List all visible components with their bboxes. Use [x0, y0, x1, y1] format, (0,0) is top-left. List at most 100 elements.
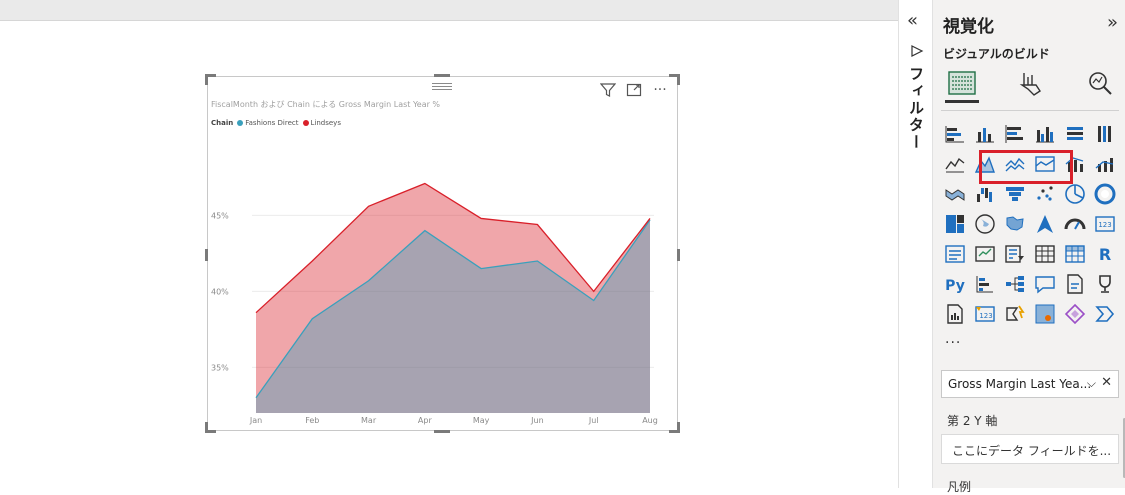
card-icon[interactable]: 123 [1093, 212, 1117, 236]
waterfall-chart-icon[interactable] [973, 182, 997, 206]
clustered-column-chart-icon[interactable] [1033, 122, 1057, 146]
legend-well-label: 凡例 [947, 480, 972, 494]
python-visual-icon[interactable]: Py [943, 272, 967, 296]
resize-handle-left[interactable] [205, 249, 208, 261]
svg-text:R: R [1099, 245, 1111, 264]
100-stacked-area-chart-icon[interactable] [1033, 152, 1057, 176]
resize-handle-bottom-right[interactable] [669, 422, 680, 433]
ribbon-chart-icon[interactable] [943, 182, 967, 206]
analytics-icon[interactable] [1083, 66, 1117, 100]
focus-mode-icon[interactable] [625, 81, 643, 99]
x-tick-label: Jun [530, 416, 544, 425]
build-visual-heading: ビジュアルのビルド [943, 47, 1050, 61]
drop-placeholder: ここにデータ フィールドを... [952, 444, 1112, 458]
collapse-filters-icon[interactable]: « [907, 10, 919, 31]
legend-dot [237, 120, 244, 126]
line-and-stacked-column-icon[interactable] [1063, 152, 1087, 176]
chart-legend: Chain Fashions Direct Lindseys [211, 119, 341, 127]
goals-icon[interactable] [1093, 272, 1117, 296]
x-tick-label: Mar [361, 416, 377, 425]
slicer-icon[interactable] [1003, 242, 1027, 266]
decomposition-tree-icon[interactable] [1003, 272, 1027, 296]
build-visual-icon[interactable] [945, 66, 979, 103]
x-tick-label: Apr [418, 416, 433, 425]
100-stacked-column-chart-icon[interactable] [1093, 122, 1117, 146]
pane-divider [941, 110, 1119, 111]
gauge-icon[interactable] [1063, 212, 1087, 236]
expand-pane-icon[interactable]: » [1106, 12, 1118, 33]
table-icon[interactable] [1033, 242, 1057, 266]
svg-text:123: 123 [979, 312, 992, 320]
matrix-icon[interactable] [1063, 242, 1087, 266]
funnel-chart-icon[interactable] [1003, 182, 1027, 206]
chevron-down-icon[interactable]: ⌵ [1086, 376, 1096, 390]
y-tick-label: 45% [211, 211, 229, 220]
y-tick-label: 35% [211, 363, 229, 372]
line-lindseys [255, 182, 651, 314]
line-chart-icon[interactable] [943, 152, 967, 176]
y-axis-field-well[interactable]: Gross Margin Last Yea... ⌵ ✕ [941, 370, 1119, 398]
clustered-bar-chart-icon[interactable] [1003, 122, 1027, 146]
donut-chart-icon[interactable] [1093, 182, 1117, 206]
qa-visual-icon[interactable] [1033, 272, 1057, 296]
legend-item[interactable]: Lindseys [302, 119, 341, 127]
power-apps-icon[interactable]: 123 [973, 302, 997, 326]
multi-row-card-icon[interactable] [943, 242, 967, 266]
resize-handle-right[interactable] [677, 249, 680, 261]
pie-chart-icon[interactable] [1063, 182, 1087, 206]
line-fashions-direct [255, 219, 651, 399]
resize-handle-top-left[interactable] [205, 74, 216, 85]
secondary-y-axis-drop-well[interactable]: ここにデータ フィールドを... [941, 434, 1119, 464]
top-bar [0, 0, 898, 21]
funnel-icon[interactable] [599, 81, 617, 99]
area-chart-visual[interactable]: ··· FiscalMonth および Chain による Gross Marg… [205, 74, 680, 433]
100-stacked-bar-chart-icon[interactable] [1063, 122, 1087, 146]
more-visuals-icon[interactable]: ··· [945, 335, 962, 351]
map-icon[interactable] [973, 212, 997, 236]
stacked-area-chart-icon[interactable] [1003, 152, 1027, 176]
x-tick-label: Jan [249, 416, 262, 425]
custom-visual-icon[interactable] [1063, 302, 1087, 326]
key-influencers-icon[interactable] [973, 272, 997, 296]
pane-mode-tabs [941, 64, 1121, 106]
field-name: Gross Margin Last Yea... [948, 377, 1092, 391]
x-tick-label: Jul [588, 416, 599, 425]
y-tick-label: 40% [211, 287, 229, 296]
scatter-chart-icon[interactable] [1033, 182, 1057, 206]
x-tick-label: May [473, 416, 490, 425]
filter-icon [910, 44, 924, 62]
filters-label: フィルター [907, 66, 925, 151]
azure-map-icon[interactable] [1033, 212, 1057, 236]
kpi-icon[interactable] [973, 242, 997, 266]
filled-map-icon[interactable] [1003, 212, 1027, 236]
stacked-bar-chart-icon[interactable] [943, 122, 967, 146]
stacked-column-chart-icon[interactable] [973, 122, 997, 146]
legend-item[interactable]: Fashions Direct [237, 119, 299, 127]
visual-header-toolbar: ··· [599, 81, 669, 99]
paginated-report-icon[interactable] [943, 302, 967, 326]
pane-title: 視覚化 [943, 17, 994, 37]
arcgis-map-icon[interactable] [1033, 302, 1057, 326]
x-tick-label: Feb [305, 416, 319, 425]
svg-text:Py: Py [945, 278, 965, 294]
drag-grip-icon[interactable] [432, 83, 452, 91]
area-chart-plot[interactable]: 35% 40% 45% Jan Feb Mar Apr May Jun Jul Aug [208, 77, 677, 430]
more-options-icon[interactable]: ··· [653, 82, 667, 98]
remove-field-icon[interactable]: ✕ [1101, 375, 1112, 390]
area-lindseys [256, 183, 650, 413]
resize-handle-top[interactable] [434, 74, 450, 77]
filter-pane-collapsed[interactable]: « フィルター [898, 0, 933, 488]
treemap-icon[interactable] [943, 212, 967, 236]
smart-narrative-icon[interactable] [1063, 272, 1087, 296]
app-source-icon[interactable] [1093, 302, 1117, 326]
resize-handle-bottom[interactable] [434, 430, 450, 433]
resize-handle-top-right[interactable] [669, 74, 680, 85]
format-visual-icon[interactable] [1015, 66, 1049, 100]
area-chart-icon[interactable] [973, 152, 997, 176]
power-automate-icon[interactable] [1003, 302, 1027, 326]
area-fashions-direct [256, 219, 650, 413]
resize-handle-bottom-left[interactable] [205, 422, 216, 433]
line-and-clustered-column-icon[interactable] [1093, 152, 1117, 176]
r-script-visual-icon[interactable]: R [1093, 242, 1117, 266]
pane-scrollbar[interactable] [1123, 418, 1125, 478]
